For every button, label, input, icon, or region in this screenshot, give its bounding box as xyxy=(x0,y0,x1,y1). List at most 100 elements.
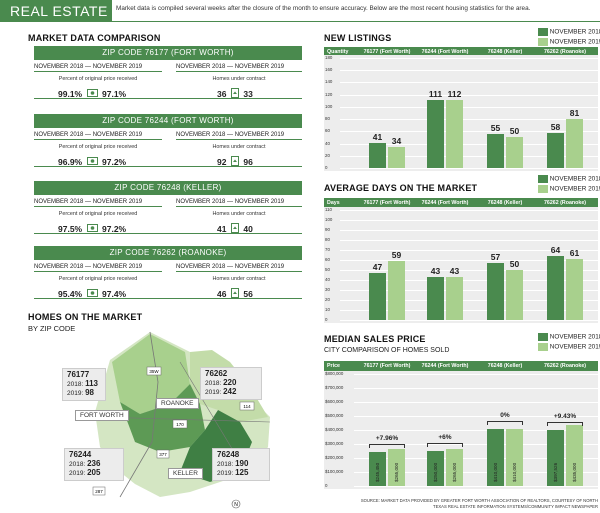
homes-2018: 92 xyxy=(217,157,227,167)
homes-values: 41 40 xyxy=(217,219,253,237)
legend-label: NOVEMBER 2019 xyxy=(549,343,600,351)
y-tick-label: $400,000 xyxy=(325,427,344,432)
callout-76248: 76248 2018: 190 2019: 125 xyxy=(212,448,270,481)
gridline xyxy=(354,458,598,459)
gridline xyxy=(340,82,598,84)
bar-value-label: 81 xyxy=(569,107,580,118)
source-line: TEXAS REAL ESTATE INFORMATION SYSTEMS/CO… xyxy=(433,504,598,509)
y-tick-label: 110 xyxy=(325,207,332,212)
callout-year-label: 2018: xyxy=(67,381,86,388)
y-tick-label: 20 xyxy=(325,297,330,302)
bar-2019 xyxy=(388,147,405,168)
y-tick-label: 70 xyxy=(325,247,330,252)
category-label: 76248 (Keller) xyxy=(487,49,523,55)
gridline xyxy=(340,310,598,311)
callout-value: 98 xyxy=(85,388,94,397)
change-bracket xyxy=(427,443,463,447)
callout-value: 125 xyxy=(235,468,249,477)
y-tick-label: $600,000 xyxy=(325,399,344,404)
gridline xyxy=(354,388,598,389)
bar-value-label: $397,526 xyxy=(552,462,558,482)
divider xyxy=(34,166,302,167)
road-label-287: 287 xyxy=(95,489,103,494)
homes-2019: 96 xyxy=(243,157,253,167)
callout-year-label: 2019: xyxy=(217,470,236,477)
pct-values: 95.4% 97.4% xyxy=(58,284,126,302)
homes-2019: 33 xyxy=(243,89,253,99)
bar-2019 xyxy=(446,448,463,486)
legend-2018: NOVEMBER 2018 xyxy=(538,175,600,183)
gridline xyxy=(340,155,598,157)
bar-2019 xyxy=(388,448,405,486)
pct-2019: 97.2% xyxy=(102,157,127,167)
chart-title: AVERAGE DAYS ON THE MARKET xyxy=(324,183,478,193)
category-label: 76248 (Keller) xyxy=(487,363,523,369)
range-label: NOVEMBER 2018 — NOVEMBER 2019 xyxy=(34,132,162,140)
gridline xyxy=(340,280,598,281)
callout-value: 190 xyxy=(235,459,249,468)
gridline xyxy=(340,230,598,231)
gridline xyxy=(354,472,598,473)
gridline xyxy=(354,374,598,375)
pct-2019: 97.4% xyxy=(102,289,127,299)
bar-value-label: $265,000 xyxy=(451,462,457,482)
bar-2019 xyxy=(446,99,463,168)
bar-2018 xyxy=(547,256,564,320)
pct-values: 96.9% 97.2% xyxy=(58,152,126,170)
legend-2019: NOVEMBER 2019 xyxy=(538,185,600,193)
bar-value-label: 43 xyxy=(449,266,460,276)
legend-2018: NOVEMBER 2018 xyxy=(538,28,600,36)
zip-header: ZIP CODE 76248 (KELLER) xyxy=(34,181,302,195)
y-tick-label: 20 xyxy=(325,152,330,158)
y-tick-label: 10 xyxy=(325,307,330,312)
range-label: NOVEMBER 2018 — NOVEMBER 2019 xyxy=(34,64,162,72)
callout-value: 113 xyxy=(85,379,98,388)
category-label: 76177 (Fort Worth) xyxy=(363,49,411,55)
bar-2019 xyxy=(506,428,523,486)
change-label: +9.43% xyxy=(553,413,577,421)
gridline xyxy=(340,58,598,59)
bar-2019 xyxy=(388,261,405,320)
gridline xyxy=(340,168,598,169)
gridline xyxy=(340,240,598,241)
callout-year-label: 2019: xyxy=(205,389,224,396)
callout-value: 205 xyxy=(87,468,101,477)
zip-header: ZIP CODE 76177 (FORT WORTH) xyxy=(34,46,302,60)
pct-values: 99.1% 97.1% xyxy=(58,84,126,102)
callout-76177: 76177 2018: 113 2019: 98 xyxy=(62,368,106,401)
gridline xyxy=(354,402,598,403)
divider xyxy=(34,298,302,299)
homes-label: Homes under contract xyxy=(212,276,266,282)
callout-year-label: 2018: xyxy=(205,380,224,387)
gridline xyxy=(340,143,598,145)
gridline xyxy=(340,250,598,251)
pct-2018: 96.9% xyxy=(58,157,83,167)
y-tick-label: $100,000 xyxy=(325,469,344,474)
comparison-title: MARKET DATA COMPARISON xyxy=(28,33,161,43)
bar-2019 xyxy=(506,270,523,320)
map-title: HOMES ON THE MARKET xyxy=(28,312,143,322)
bar-value-label: 61 xyxy=(569,248,580,258)
y-tick-label: 60 xyxy=(325,257,330,262)
gridline xyxy=(354,444,598,445)
gridline xyxy=(340,220,598,221)
homes-label: Homes under contract xyxy=(212,76,266,82)
range-label: NOVEMBER 2018 — NOVEMBER 2019 xyxy=(176,264,302,272)
legend-2019: NOVEMBER 2019 xyxy=(538,38,600,46)
pct-label: Percent of original price received xyxy=(58,144,138,150)
legend-label: NOVEMBER 2018 xyxy=(549,28,600,36)
y-tick-label: 0 xyxy=(325,165,328,170)
road-label-114: 114 xyxy=(243,404,251,409)
legend-2018: NOVEMBER 2018 xyxy=(538,333,600,341)
contract-icon xyxy=(230,222,239,233)
bar-value-label: $410,000 xyxy=(492,462,498,482)
y-tick-label: 100 xyxy=(325,103,333,109)
change-bracket xyxy=(487,420,523,425)
section-brand-label: REAL ESTATE xyxy=(0,0,112,21)
chart-title: MEDIAN SALES PRICE xyxy=(324,334,426,344)
legend-swatch-2018 xyxy=(538,175,548,183)
range-label: NOVEMBER 2018 — NOVEMBER 2019 xyxy=(176,132,302,140)
callout-year-label: 2019: xyxy=(67,390,86,397)
contract-icon xyxy=(230,87,239,98)
range-label: NOVEMBER 2018 — NOVEMBER 2019 xyxy=(176,199,302,207)
